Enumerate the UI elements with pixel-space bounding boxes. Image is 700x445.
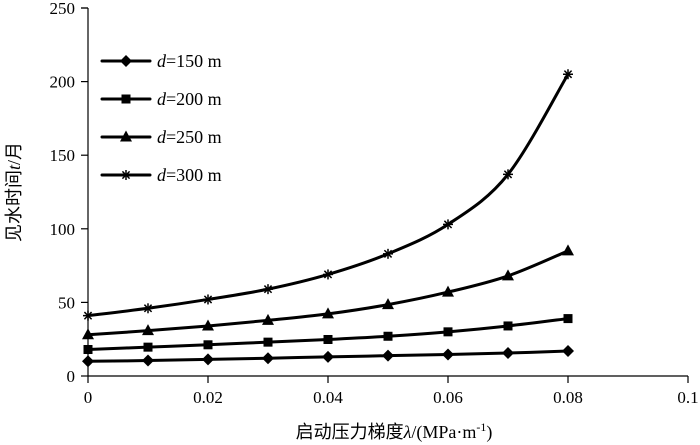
data-point-asterisk [83,310,93,321]
legend-label: d=250 m [157,127,222,147]
x-axis-title-exp: -1 [476,420,486,434]
data-point-diamond [82,355,94,368]
data-point-triangle [82,328,94,340]
legend-marker-triangle [120,130,132,142]
x-axis-title-prefix: 启动压力梯度 [296,422,404,442]
data-point-asterisk [203,294,213,305]
data-point-square [83,345,93,355]
legend-label: d=150 m [157,51,222,71]
data-point-triangle [142,324,154,336]
data-point-triangle [562,244,574,256]
y-tick-label: 250 [50,0,76,18]
data-point-square [383,331,393,341]
y-tick-label: 150 [50,146,76,165]
data-point-diamond [502,347,514,360]
data-point-triangle [502,269,514,281]
x-tick-label: 0.08 [553,388,583,407]
data-point-triangle [442,285,454,297]
x-tick-label: 0.02 [193,388,223,407]
data-point-square [203,340,213,350]
data-point-asterisk [323,269,333,280]
data-point-square [263,337,273,347]
legend: d=150 m d=200 m d=250 m d=300 m [100,51,222,185]
y-axis-title-symbol: t [4,164,24,170]
data-point-diamond [562,344,574,357]
legend-item: d=200 m [100,89,222,109]
legend-marker-square [121,94,131,104]
y-ticks: 0 50 100 150 200 250 [50,0,88,386]
y-axis-title: 见水时间t/月 [4,142,24,242]
series-triangle [82,244,574,340]
x-ticks: 0 0.02 0.04 0.06 0.08 0.1 [84,376,699,407]
y-axis-title-unit: /月 [4,142,24,165]
data-point-diamond [202,353,214,366]
data-point-diamond [382,349,394,362]
data-point-square [563,314,573,324]
series-group [82,69,574,368]
data-point-asterisk [143,303,153,314]
x-tick-label: 0.06 [433,388,463,407]
data-point-square [503,321,513,331]
x-axis-title-unit: /(MPa·m [411,422,476,443]
y-tick-label: 200 [50,73,76,92]
series-line [86,317,570,352]
legend-item: d=150 m [100,51,222,71]
data-point-triangle [322,307,334,319]
data-point-triangle [202,319,214,331]
legend-marker-diamond [120,55,132,67]
legend-label: d=300 m [157,165,222,185]
series-line [86,249,570,337]
data-point-diamond [142,354,154,367]
data-point-asterisk [383,248,393,259]
legend-item: d=300 m [100,165,222,185]
y-axis-title-prefix: 见水时间 [4,170,24,242]
data-point-diamond [262,352,274,365]
series-asterisk [83,69,573,321]
series-diamond [82,344,574,368]
x-axis-title-close: ) [486,422,492,443]
data-point-square [443,327,453,337]
y-tick-label: 100 [50,220,76,239]
y-tick-label: 50 [58,293,75,312]
x-axis-title: 启动压力梯度λ/(MPa·m-1) [296,420,493,443]
data-point-triangle [382,298,394,310]
legend-marker-asterisk [121,170,131,180]
data-point-diamond [442,348,454,361]
data-point-diamond [322,350,334,363]
data-point-asterisk [563,69,573,80]
y-tick-label: 0 [67,367,76,386]
data-point-asterisk [503,169,513,180]
x-tick-label: 0.1 [677,388,698,407]
legend-item: d=250 m [100,127,222,147]
legend-label: d=200 m [157,89,222,109]
data-point-square [323,334,333,344]
x-axis-title-symbol: λ [403,422,412,442]
data-point-square [143,342,153,352]
data-point-asterisk [443,219,453,230]
data-point-asterisk [263,284,273,295]
data-point-triangle [262,313,274,325]
series-square [83,314,573,355]
x-tick-label: 0.04 [313,388,343,407]
x-tick-label: 0 [84,388,93,407]
